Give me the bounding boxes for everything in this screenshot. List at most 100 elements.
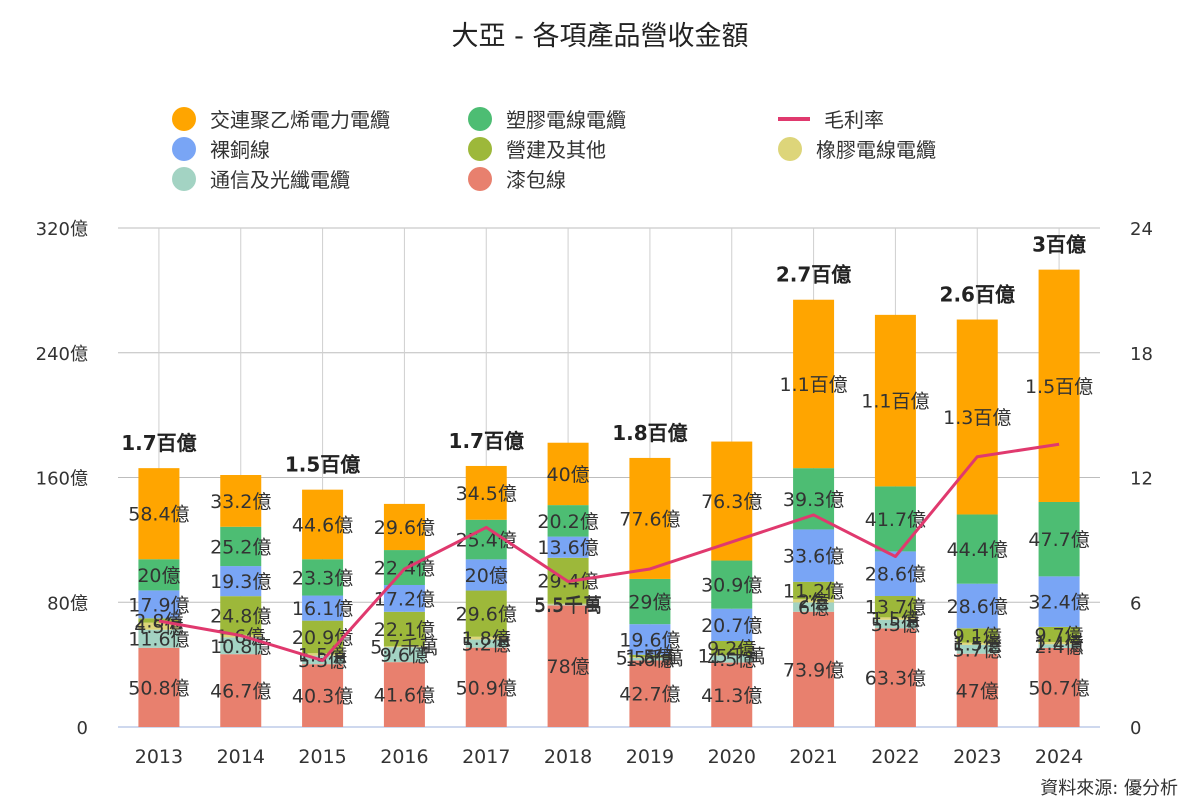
legend-item: 漆包線 bbox=[468, 164, 566, 193]
source-note: 資料來源: 優分析 bbox=[1040, 778, 1178, 799]
legend-label: 漆包線 bbox=[506, 168, 566, 192]
segment-data-label: 34.5億 bbox=[456, 483, 517, 505]
x-tick-label: 2018 bbox=[544, 746, 592, 768]
segment-data-label: 20億 bbox=[465, 565, 508, 587]
segment-data-label: 16.1億 bbox=[292, 598, 353, 620]
bar-segment bbox=[465, 639, 507, 648]
bar-segment bbox=[629, 657, 671, 658]
bar-segment bbox=[874, 628, 916, 727]
bar-segment bbox=[956, 514, 998, 584]
bar-segment bbox=[629, 578, 671, 625]
segment-data-label: 5.7千萬 bbox=[370, 637, 438, 659]
bar-segment bbox=[220, 475, 262, 527]
bar-segment bbox=[793, 599, 835, 603]
legend-marker bbox=[172, 136, 196, 161]
segment-data-label: 1.6億 bbox=[625, 649, 674, 671]
segment-data-label: 22.1億 bbox=[374, 619, 435, 641]
segment-data-label: 11.6億 bbox=[128, 629, 189, 651]
segment-data-label: 39.3億 bbox=[783, 489, 844, 511]
bar-segment bbox=[711, 608, 753, 642]
segment-data-label: 9.6億 bbox=[380, 645, 429, 667]
segment-data-label: 13.6億 bbox=[537, 537, 598, 559]
segment-data-label: 4.5億 bbox=[707, 649, 756, 671]
segment-data-label: 1.1百億 bbox=[779, 374, 847, 396]
y-right-tick-label: 0 bbox=[1130, 718, 1141, 739]
bar-segment bbox=[547, 536, 589, 558]
bar-segment bbox=[547, 442, 589, 506]
legend-marker bbox=[172, 106, 196, 131]
segment-data-label: 5.5千萬 bbox=[534, 595, 602, 617]
bar-segment bbox=[220, 637, 262, 655]
bar-segment bbox=[1038, 644, 1080, 648]
bar-segment bbox=[711, 655, 753, 663]
legend-marker bbox=[172, 166, 196, 191]
segment-data-label: 20.2億 bbox=[537, 511, 598, 533]
bar-segment bbox=[302, 664, 344, 727]
bar-segment bbox=[383, 503, 425, 551]
bar-segment bbox=[547, 605, 589, 727]
legend-label: 營建及其他 bbox=[506, 138, 606, 162]
bar-segment bbox=[138, 618, 180, 623]
segment-data-label: 1.8億 bbox=[462, 628, 511, 650]
bar-segment bbox=[302, 620, 344, 654]
bar-segment bbox=[874, 619, 916, 629]
bar-segment bbox=[956, 583, 998, 629]
bar-segment bbox=[547, 505, 589, 537]
bar-segment bbox=[465, 559, 507, 591]
segment-data-label: 29.6億 bbox=[374, 517, 435, 539]
x-tick-label: 2016 bbox=[380, 746, 428, 768]
segment-data-label: 28.6億 bbox=[947, 596, 1008, 618]
legend-item: 營建及其他 bbox=[468, 134, 606, 163]
bar-segment bbox=[465, 647, 507, 727]
bar-segment bbox=[1038, 501, 1080, 577]
segment-data-label: 1.3百億 bbox=[943, 407, 1011, 429]
legend-label: 塑膠電線電纜 bbox=[506, 108, 626, 132]
bar-segment bbox=[1038, 576, 1080, 627]
y-left-tick-label: 0 bbox=[77, 718, 88, 739]
segment-data-label: 25.2億 bbox=[210, 536, 271, 558]
bar-segment bbox=[547, 604, 589, 606]
legend-label: 裸銅線 bbox=[210, 138, 270, 162]
bar-segment bbox=[793, 602, 835, 612]
bar-segment bbox=[956, 319, 998, 515]
segment-data-label: 19.6億 bbox=[619, 629, 680, 651]
segment-data-label: 40億 bbox=[546, 464, 589, 486]
bar-segment bbox=[220, 526, 262, 567]
bar-segment bbox=[383, 584, 425, 612]
segment-data-label: 29億 bbox=[628, 592, 671, 614]
bar-segment bbox=[302, 489, 344, 560]
x-tick-label: 2014 bbox=[217, 746, 265, 768]
segment-data-label: 1.4億 bbox=[1034, 633, 1083, 655]
chart-title: 大亞 - 各項產品營收金額 bbox=[451, 21, 749, 52]
bar-segment bbox=[874, 617, 916, 620]
y-right-tick-label: 18 bbox=[1130, 344, 1153, 365]
legend-item: 橡膠電線電纜 bbox=[778, 134, 936, 163]
bar-segment bbox=[874, 314, 916, 487]
legend-marker bbox=[468, 106, 492, 131]
bar-segment bbox=[793, 581, 835, 600]
bar-segment bbox=[138, 468, 180, 560]
segment-data-label: 73.9億 bbox=[783, 659, 844, 681]
legend-label: 通信及光纖電纜 bbox=[210, 168, 350, 192]
bar-segment bbox=[465, 636, 507, 640]
legend-item: 塑膠電線電纜 bbox=[468, 104, 626, 133]
segment-data-label: 28.6億 bbox=[865, 564, 926, 586]
segment-data-label: 50.7億 bbox=[1028, 677, 1089, 699]
segment-data-label: 2.4億 bbox=[1034, 636, 1083, 658]
bar-total-label: 1.8百億 bbox=[612, 421, 687, 445]
bar-segment bbox=[220, 654, 262, 727]
segment-data-label: 41.6億 bbox=[374, 685, 435, 707]
bar-segment bbox=[383, 647, 425, 663]
segment-data-label: 76.3億 bbox=[701, 491, 762, 513]
segment-data-label: 9.1億 bbox=[953, 625, 1002, 647]
segment-data-label: 20.7億 bbox=[701, 615, 762, 637]
bar-segment bbox=[138, 647, 180, 727]
legend-item: 裸銅線 bbox=[172, 134, 270, 163]
segment-data-label: 5.5千萬 bbox=[534, 594, 602, 616]
y-right-tick-label: 24 bbox=[1130, 219, 1153, 240]
bar-segment bbox=[793, 611, 835, 727]
segment-data-label: 33.2億 bbox=[210, 491, 271, 513]
segment-data-label: 1.5億 bbox=[871, 609, 920, 631]
